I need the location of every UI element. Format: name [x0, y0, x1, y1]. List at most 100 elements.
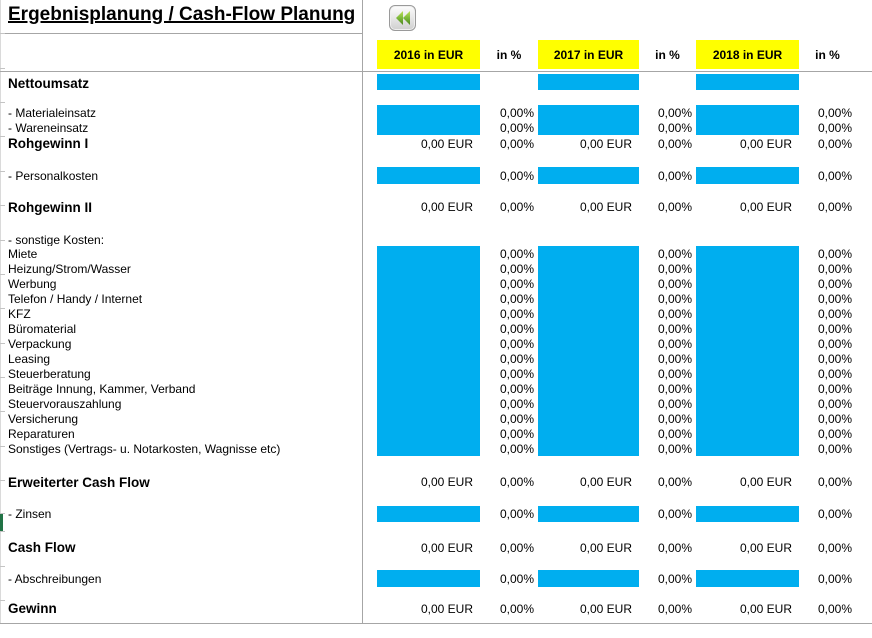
input-amount-cell[interactable]: [538, 261, 639, 276]
input-amount-cell[interactable]: [696, 105, 799, 120]
input-amount-cell[interactable]: [377, 426, 480, 441]
empty-percent-cell: [480, 233, 538, 246]
empty-percent-cell: [799, 456, 856, 472]
empty-cell: [538, 95, 639, 105]
input-amount-cell[interactable]: [538, 105, 639, 120]
input-amount-cell[interactable]: [377, 336, 480, 351]
input-amount-cell[interactable]: [696, 411, 799, 426]
sheet-row: - Personalkosten 0,00% 0,00% 0,00%: [0, 167, 872, 184]
percent-cell: 0,00%: [657, 507, 692, 521]
input-amount-cell[interactable]: [377, 276, 480, 291]
row-label: [5, 152, 362, 167]
empty-cell: [377, 216, 480, 233]
row-tail-cell: [856, 441, 872, 456]
input-amount-cell[interactable]: [538, 72, 639, 95]
row-label: [5, 522, 362, 537]
input-amount-cell[interactable]: [696, 351, 799, 366]
input-amount-cell[interactable]: [538, 570, 639, 587]
input-amount-cell[interactable]: [377, 105, 480, 120]
input-amount-cell[interactable]: [538, 426, 639, 441]
input-amount-cell[interactable]: [696, 261, 799, 276]
input-amount-cell[interactable]: [696, 426, 799, 441]
input-amount-cell[interactable]: [696, 306, 799, 321]
input-amount-cell[interactable]: [377, 381, 480, 396]
input-amount-cell[interactable]: [538, 246, 639, 261]
input-amount-cell[interactable]: [538, 321, 639, 336]
input-amount-cell[interactable]: [377, 120, 480, 135]
row-tail-cell: [856, 105, 872, 120]
column-gap: [362, 537, 377, 558]
input-amount-cell[interactable]: [538, 366, 639, 381]
input-amount-cell[interactable]: [696, 441, 799, 456]
input-amount-cell[interactable]: [377, 261, 480, 276]
row-tail-cell: [856, 152, 872, 167]
input-amount-cell[interactable]: [538, 441, 639, 456]
back-button[interactable]: [389, 5, 416, 31]
input-amount-cell[interactable]: [377, 72, 480, 95]
input-amount-cell[interactable]: [538, 291, 639, 306]
percent-cell: 0,00%: [657, 426, 692, 441]
gridline-tick: [0, 102, 5, 103]
percent-cell: 0,00%: [817, 441, 852, 456]
input-amount-cell[interactable]: [377, 351, 480, 366]
input-amount-cell[interactable]: [538, 120, 639, 135]
input-amount-cell[interactable]: [696, 167, 799, 184]
input-amount-cell[interactable]: [538, 351, 639, 366]
input-amount-cell[interactable]: [377, 321, 480, 336]
row-tail-cell: [856, 233, 872, 246]
row-label: Erweiterter Cash Flow: [8, 474, 150, 490]
input-amount-cell[interactable]: [696, 276, 799, 291]
empty-percent-cell: [480, 587, 538, 599]
percent-cell: 0,00%: [499, 571, 534, 586]
row-label: Beiträge Innung, Kammer, Verband: [8, 381, 196, 396]
percent-cell: 0,00%: [499, 306, 534, 321]
percent-cell: 0,00%: [817, 306, 852, 321]
input-amount-cell[interactable]: [696, 366, 799, 381]
input-amount-cell[interactable]: [377, 246, 480, 261]
input-amount-cell[interactable]: [696, 321, 799, 336]
input-amount-cell[interactable]: [538, 306, 639, 321]
row-tail-cell: [856, 537, 872, 558]
row-tail-cell: [856, 396, 872, 411]
input-amount-cell[interactable]: [377, 167, 480, 184]
input-amount-cell[interactable]: [696, 72, 799, 95]
input-amount-cell[interactable]: [696, 396, 799, 411]
input-amount-cell[interactable]: [538, 336, 639, 351]
input-amount-cell[interactable]: [377, 411, 480, 426]
input-amount-cell[interactable]: [377, 306, 480, 321]
empty-cell: [377, 492, 480, 506]
input-amount-cell[interactable]: [538, 396, 639, 411]
gridline-tick: [0, 566, 5, 567]
input-amount-cell[interactable]: [377, 570, 480, 587]
percent-cell: 0,00%: [817, 396, 852, 411]
column-gap: [362, 135, 377, 152]
percent-cell: 0,00%: [817, 507, 852, 521]
input-amount-cell[interactable]: [538, 506, 639, 522]
input-amount-cell[interactable]: [377, 396, 480, 411]
input-amount-cell[interactable]: [696, 570, 799, 587]
input-amount-cell[interactable]: [377, 366, 480, 381]
input-amount-cell[interactable]: [538, 167, 639, 184]
calculated-amount-cell: 0,00 EUR: [739, 200, 792, 214]
input-amount-cell[interactable]: [696, 381, 799, 396]
input-amount-cell[interactable]: [377, 506, 480, 522]
row-label: Steuerberatung: [8, 366, 91, 381]
input-amount-cell[interactable]: [377, 441, 480, 456]
empty-cell: [377, 456, 480, 472]
input-amount-cell-fill: [538, 74, 639, 90]
input-amount-cell[interactable]: [696, 246, 799, 261]
input-amount-cell[interactable]: [696, 291, 799, 306]
input-amount-cell[interactable]: [696, 336, 799, 351]
percent-cell: 0,00%: [499, 261, 534, 276]
input-amount-cell[interactable]: [538, 381, 639, 396]
input-amount-cell[interactable]: [538, 411, 639, 426]
empty-cell: [377, 233, 480, 246]
row-label: [5, 216, 362, 233]
input-amount-cell[interactable]: [377, 291, 480, 306]
input-amount-cell[interactable]: [538, 276, 639, 291]
sheet-row: Erweiterter Cash Flow 0,00 EUR 0,00% 0,00 E…: [0, 472, 872, 492]
sheet-row: Heizung/Strom/Wasser 0,00% 0,00% 0,00%: [0, 261, 872, 276]
percent-cell: 0,00%: [499, 246, 534, 261]
input-amount-cell[interactable]: [696, 120, 799, 135]
input-amount-cell[interactable]: [696, 506, 799, 522]
